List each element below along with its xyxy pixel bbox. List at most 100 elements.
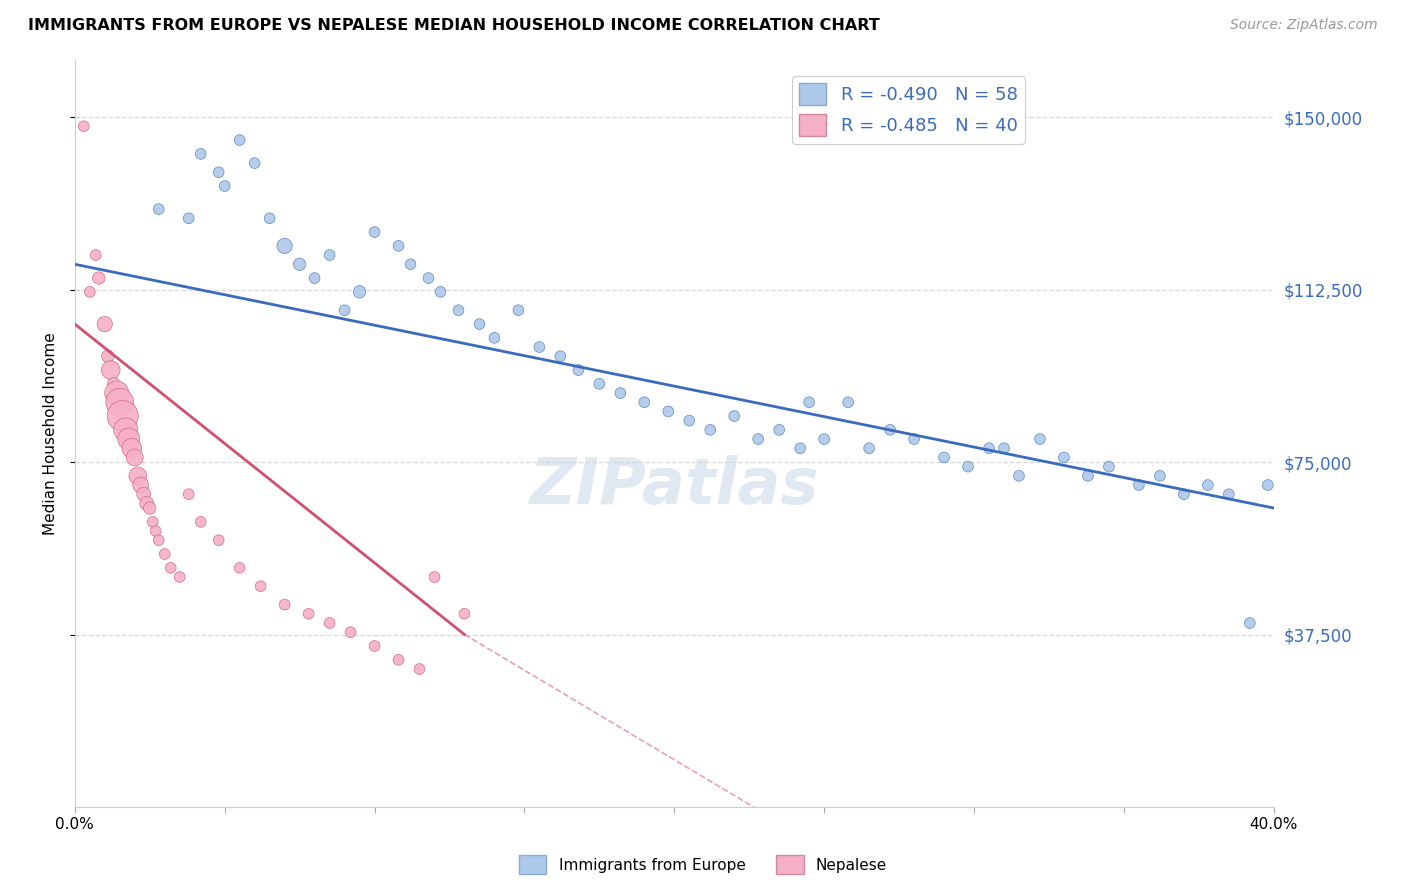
- Point: [633, 395, 655, 409]
- Point: [588, 376, 610, 391]
- Point: [484, 331, 506, 345]
- Point: [142, 515, 165, 529]
- Point: [114, 423, 136, 437]
- Point: [127, 468, 149, 483]
- Point: [304, 271, 326, 285]
- Point: [1149, 468, 1171, 483]
- Point: [145, 524, 167, 538]
- Point: [1257, 478, 1279, 492]
- Point: [190, 515, 212, 529]
- Point: [429, 285, 451, 299]
- Point: [135, 496, 157, 510]
- Point: [957, 459, 980, 474]
- Point: [177, 211, 200, 226]
- Point: [387, 239, 409, 253]
- Point: [288, 257, 311, 271]
- Point: [1029, 432, 1052, 446]
- Point: [318, 248, 340, 262]
- Point: [124, 450, 146, 465]
- Point: [1053, 450, 1076, 465]
- Point: [138, 501, 160, 516]
- Point: [567, 363, 589, 377]
- Point: [318, 615, 340, 630]
- Point: [214, 179, 236, 194]
- Point: [73, 120, 96, 134]
- Point: [339, 625, 361, 640]
- Point: [932, 450, 955, 465]
- Point: [208, 165, 231, 179]
- Point: [273, 598, 295, 612]
- Point: [977, 442, 1000, 456]
- Point: [1128, 478, 1150, 492]
- Point: [1218, 487, 1240, 501]
- Point: [363, 639, 385, 653]
- Point: [447, 303, 470, 318]
- Legend: Immigrants from Europe, Nepalese: Immigrants from Europe, Nepalese: [513, 849, 893, 880]
- Point: [879, 423, 901, 437]
- Point: [79, 285, 101, 299]
- Point: [453, 607, 475, 621]
- Point: [423, 570, 446, 584]
- Point: [609, 386, 631, 401]
- Point: [508, 303, 530, 318]
- Point: [105, 386, 128, 401]
- Point: [529, 340, 551, 354]
- Legend: R = -0.490   N = 58, R = -0.485   N = 40: R = -0.490 N = 58, R = -0.485 N = 40: [792, 76, 1025, 144]
- Point: [1098, 459, 1121, 474]
- Point: [418, 271, 440, 285]
- Point: [333, 303, 356, 318]
- Text: IMMIGRANTS FROM EUROPE VS NEPALESE MEDIAN HOUSEHOLD INCOME CORRELATION CHART: IMMIGRANTS FROM EUROPE VS NEPALESE MEDIA…: [28, 18, 880, 33]
- Point: [249, 579, 271, 593]
- Point: [837, 395, 859, 409]
- Point: [153, 547, 176, 561]
- Point: [1008, 468, 1031, 483]
- Point: [243, 156, 266, 170]
- Point: [363, 225, 385, 239]
- Point: [1077, 468, 1099, 483]
- Point: [132, 487, 155, 501]
- Point: [799, 395, 821, 409]
- Point: [813, 432, 835, 446]
- Text: ZIPatlas: ZIPatlas: [530, 455, 820, 516]
- Point: [190, 147, 212, 161]
- Point: [408, 662, 430, 676]
- Point: [97, 349, 120, 363]
- Y-axis label: Median Household Income: Median Household Income: [44, 332, 58, 534]
- Point: [768, 423, 790, 437]
- Point: [121, 442, 143, 456]
- Point: [747, 432, 769, 446]
- Point: [297, 607, 319, 621]
- Point: [108, 395, 131, 409]
- Point: [657, 404, 679, 418]
- Point: [993, 442, 1015, 456]
- Point: [1173, 487, 1195, 501]
- Point: [273, 239, 295, 253]
- Point: [208, 533, 231, 548]
- Point: [94, 317, 117, 331]
- Point: [789, 442, 811, 456]
- Point: [228, 561, 250, 575]
- Point: [858, 442, 880, 456]
- Point: [87, 271, 110, 285]
- Point: [1197, 478, 1219, 492]
- Point: [259, 211, 281, 226]
- Point: [699, 423, 721, 437]
- Point: [103, 376, 125, 391]
- Point: [111, 409, 134, 423]
- Point: [1239, 615, 1261, 630]
- Point: [723, 409, 745, 423]
- Point: [100, 363, 122, 377]
- Point: [159, 561, 181, 575]
- Point: [129, 478, 152, 492]
- Point: [550, 349, 572, 363]
- Point: [148, 533, 170, 548]
- Point: [228, 133, 250, 147]
- Point: [399, 257, 422, 271]
- Point: [177, 487, 200, 501]
- Point: [84, 248, 107, 262]
- Text: Source: ZipAtlas.com: Source: ZipAtlas.com: [1230, 18, 1378, 32]
- Point: [903, 432, 925, 446]
- Point: [349, 285, 371, 299]
- Point: [468, 317, 491, 331]
- Point: [678, 414, 700, 428]
